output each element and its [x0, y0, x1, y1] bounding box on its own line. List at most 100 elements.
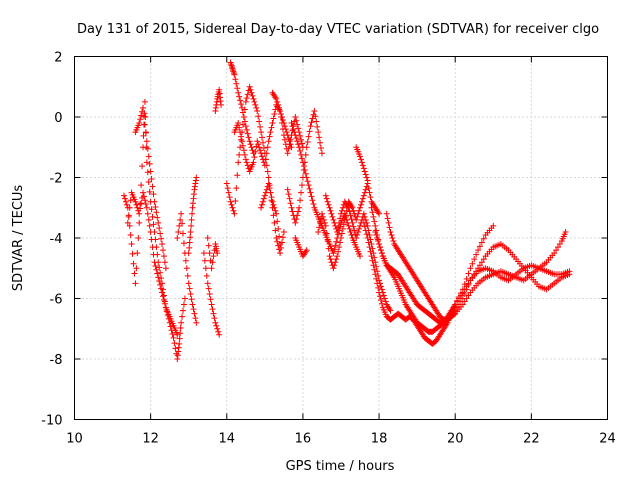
x-tick-label: 22 — [523, 432, 540, 447]
data-point — [244, 91, 251, 98]
data-point — [127, 197, 134, 204]
data-point — [218, 101, 225, 108]
data-point — [126, 222, 133, 229]
data-point — [331, 262, 338, 269]
data-point — [368, 204, 375, 211]
data-point — [377, 244, 384, 251]
data-point — [142, 114, 149, 120]
data-point — [273, 95, 280, 102]
data-point — [284, 132, 291, 139]
data-point — [276, 233, 283, 240]
data-point — [566, 268, 573, 275]
data-point — [382, 298, 389, 305]
data-point — [187, 234, 194, 241]
data-point — [308, 193, 315, 200]
data-point — [268, 124, 275, 131]
data-point — [353, 216, 360, 223]
data-point — [246, 138, 253, 145]
data-point — [209, 306, 216, 313]
data-point — [461, 286, 468, 293]
data-point — [297, 148, 304, 155]
data-point — [351, 227, 358, 234]
data-point — [148, 236, 155, 243]
data-point — [257, 123, 264, 130]
data-point — [136, 219, 143, 226]
data-point — [140, 104, 147, 111]
data-point — [279, 117, 286, 124]
data-point — [296, 144, 303, 151]
data-point — [182, 257, 189, 264]
data-point — [331, 246, 338, 253]
data-point — [122, 198, 129, 205]
data-point — [363, 174, 370, 181]
data-point — [156, 225, 163, 232]
data-point — [476, 243, 483, 250]
data-point — [368, 253, 375, 260]
data-point — [355, 210, 362, 217]
data-point — [338, 210, 344, 217]
data-point — [216, 331, 223, 338]
data-point — [300, 163, 307, 170]
data-point — [366, 231, 373, 238]
data-point — [159, 289, 166, 296]
data-point — [290, 126, 297, 133]
data-point — [272, 207, 279, 214]
data-point — [332, 242, 339, 249]
data-point — [461, 298, 468, 305]
data-point — [318, 145, 325, 152]
data-point — [360, 192, 367, 199]
data-point — [160, 247, 167, 254]
data-point — [146, 188, 153, 195]
data-point — [469, 260, 476, 267]
data-point — [330, 216, 337, 223]
data-point — [248, 144, 255, 151]
data-point — [296, 204, 303, 211]
data-point — [467, 265, 474, 272]
data-point — [226, 194, 233, 201]
data-point — [277, 107, 284, 114]
data-point — [476, 262, 483, 269]
data-point — [553, 247, 560, 254]
data-point — [289, 208, 296, 215]
x-tick-label: 10 — [66, 432, 83, 447]
data-point — [283, 129, 290, 136]
data-point — [261, 192, 268, 199]
data-point — [176, 335, 183, 342]
data-point — [282, 126, 289, 133]
data-point — [318, 150, 325, 157]
data-point — [167, 323, 174, 330]
data-point — [478, 259, 485, 266]
data-point — [249, 147, 256, 154]
data-point — [370, 213, 377, 220]
data-point — [302, 170, 309, 177]
data-point — [230, 207, 237, 214]
data-point — [292, 219, 299, 226]
data-point — [152, 203, 159, 210]
data-point — [317, 139, 324, 146]
data-point — [384, 215, 391, 222]
data-point — [341, 216, 348, 223]
data-point — [377, 247, 384, 254]
x-tick-labels: 10 12 14 16 18 20 22 24 — [66, 432, 616, 447]
data-point — [280, 120, 287, 127]
data-point — [266, 185, 273, 192]
data-point — [176, 340, 183, 347]
data-point — [291, 129, 298, 136]
data-point — [260, 145, 267, 152]
chart-title: Day 131 of 2015, Sidereal Day-to-day VTE… — [77, 22, 599, 37]
data-point — [242, 98, 249, 105]
data-point — [187, 228, 194, 235]
data-point — [275, 225, 282, 232]
data-point — [159, 241, 166, 248]
data-point — [239, 142, 246, 149]
data-point — [154, 214, 161, 221]
data-point — [333, 256, 340, 263]
data-point — [258, 150, 265, 157]
data-point — [361, 168, 368, 175]
data-point — [273, 235, 280, 241]
data-point — [232, 197, 239, 204]
data-point — [141, 98, 148, 105]
data-point — [335, 248, 342, 255]
data-point — [191, 310, 198, 317]
